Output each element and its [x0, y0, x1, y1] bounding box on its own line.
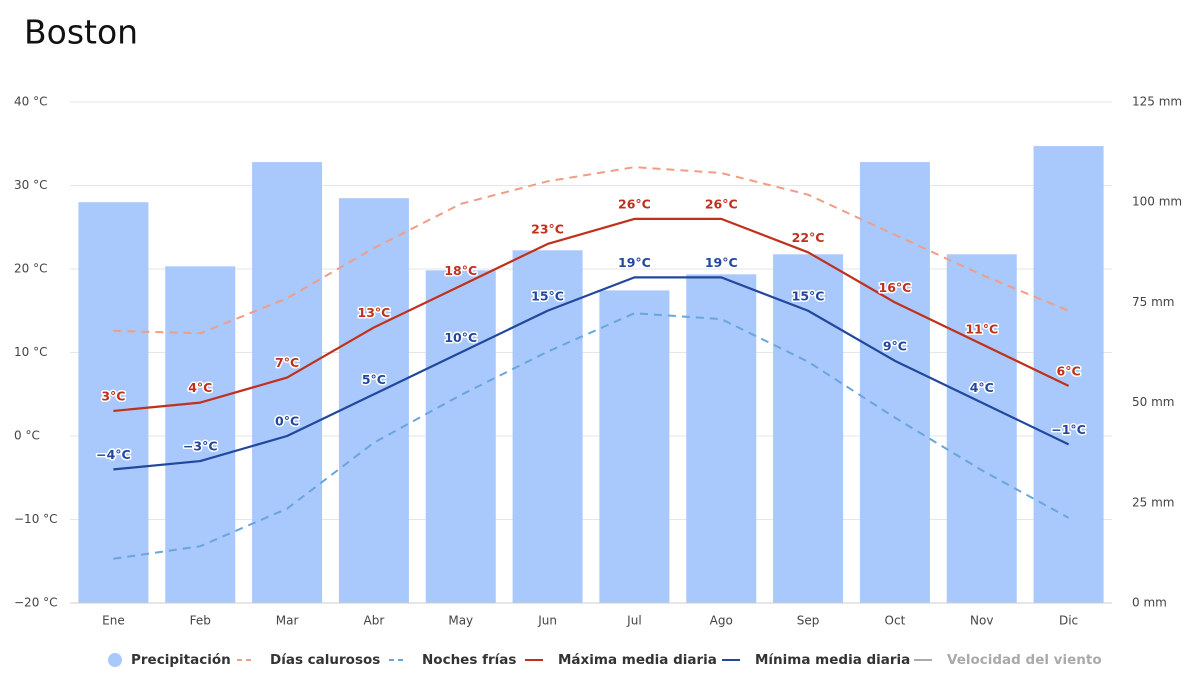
data-label: 26°C — [618, 196, 651, 211]
data-label: 15°C — [792, 288, 825, 303]
y-tick-label: 0 °C — [14, 429, 40, 443]
y-tick-label: −10 °C — [14, 512, 58, 526]
data-label: 23°C — [531, 221, 564, 236]
legend-marker — [108, 653, 122, 667]
bar — [78, 202, 149, 603]
y2-tick-label: 50 mm — [1132, 395, 1174, 409]
data-label: 6°C — [1057, 363, 1081, 378]
data-label: 10°C — [444, 330, 477, 345]
x-tick-label: Sep — [797, 614, 820, 628]
x-tick-label: May — [448, 614, 473, 628]
y2-tick-label: 0 mm — [1132, 596, 1167, 610]
legend-label: Máxima media diaria — [558, 652, 717, 668]
line — [113, 312, 1070, 560]
data-label: 15°C — [531, 288, 564, 303]
x-tick-label: Feb — [190, 614, 211, 628]
data-label: 9°C — [883, 338, 907, 353]
x-tick-label: Mar — [276, 614, 299, 628]
line — [113, 276, 1070, 471]
data-label: 22°C — [792, 230, 825, 245]
data-label: 0°C — [275, 414, 299, 429]
legend-label: Velocidad del viento — [947, 652, 1102, 668]
y-tick-label: 40 °C — [14, 95, 47, 109]
x-tick-label: Nov — [970, 614, 993, 628]
y-tick-label: 20 °C — [14, 262, 47, 276]
legend-label: Precipitación — [131, 652, 231, 668]
y2-tick-label: 125 mm — [1132, 95, 1182, 109]
legend-label: Noches frías — [422, 652, 516, 668]
data-label: 19°C — [618, 255, 651, 270]
y2-tick-label: 25 mm — [1132, 495, 1174, 509]
data-label: 18°C — [444, 263, 477, 278]
data-label: 4°C — [970, 380, 994, 395]
bar — [338, 198, 409, 603]
bar — [773, 254, 844, 603]
y-tick-label: 10 °C — [14, 345, 47, 359]
data-label: 11°C — [965, 322, 998, 337]
x-tick-label: Ago — [710, 614, 733, 628]
line — [113, 166, 1069, 335]
legend-label: Días calurosos — [270, 652, 380, 668]
bar — [859, 162, 930, 603]
bar — [599, 290, 670, 603]
data-label: −1°C — [1051, 422, 1086, 437]
data-label: 19°C — [705, 255, 738, 270]
data-label: −3°C — [183, 439, 218, 454]
x-tick-label: Jun — [537, 614, 557, 628]
x-tick-label: Jul — [626, 614, 641, 628]
chart-title: Boston — [24, 13, 138, 52]
data-label: 7°C — [275, 355, 299, 370]
line — [113, 217, 1070, 413]
y-tick-label: −20 °C — [14, 596, 58, 610]
data-label: −4°C — [96, 447, 131, 462]
y2-tick-label: 75 mm — [1132, 295, 1174, 309]
data-label: 16°C — [879, 280, 912, 295]
x-tick-label: Oct — [885, 614, 906, 628]
bar — [425, 270, 496, 603]
data-label: 5°C — [362, 372, 386, 387]
data-label: 3°C — [101, 388, 125, 403]
bar — [686, 274, 757, 603]
x-tick-label: Abr — [364, 614, 385, 628]
data-label: 13°C — [358, 305, 391, 320]
y2-tick-label: 100 mm — [1132, 195, 1182, 209]
bar — [252, 162, 323, 603]
data-label: 4°C — [188, 380, 212, 395]
x-tick-label: Dic — [1059, 614, 1078, 628]
legend-label: Mínima media diaria — [755, 652, 910, 668]
bar — [946, 254, 1017, 603]
bar — [512, 250, 583, 603]
bar — [165, 266, 236, 603]
x-tick-label: Ene — [102, 614, 125, 628]
data-label: 26°C — [705, 196, 738, 211]
y-tick-label: 30 °C — [14, 178, 47, 192]
